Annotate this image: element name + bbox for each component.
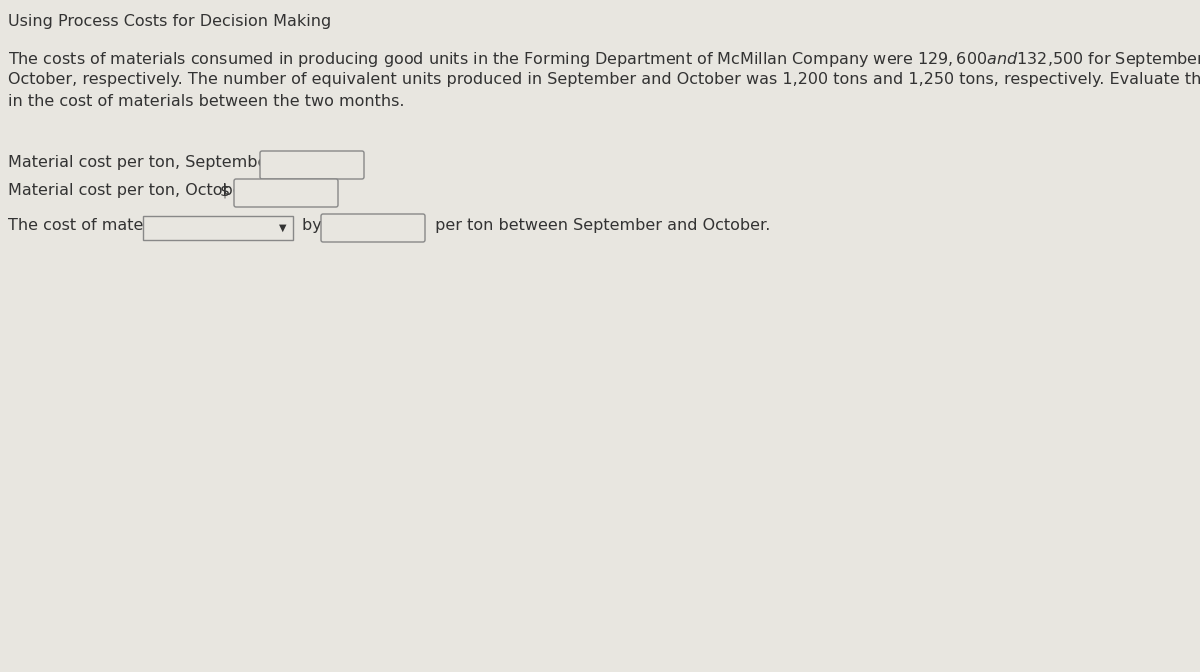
FancyBboxPatch shape bbox=[322, 214, 425, 242]
Text: in the cost of materials between the two months.: in the cost of materials between the two… bbox=[8, 94, 404, 109]
Text: The costs of materials consumed in producing good units in the Forming Departmen: The costs of materials consumed in produ… bbox=[8, 50, 1200, 69]
Text: Material cost per ton, September  $: Material cost per ton, September $ bbox=[8, 155, 295, 170]
Text: per ton between September and October.: per ton between September and October. bbox=[430, 218, 770, 233]
Text: Using Process Costs for Decision Making: Using Process Costs for Decision Making bbox=[8, 14, 331, 29]
Text: October, respectively. The number of equivalent units produced in September and : October, respectively. The number of equ… bbox=[8, 72, 1200, 87]
Text: The cost of materials: The cost of materials bbox=[8, 218, 178, 233]
FancyBboxPatch shape bbox=[234, 179, 338, 207]
Text: ▼: ▼ bbox=[280, 223, 287, 233]
Text: $: $ bbox=[220, 183, 230, 198]
Text: Material cost per ton, October: Material cost per ton, October bbox=[8, 183, 250, 198]
FancyBboxPatch shape bbox=[260, 151, 364, 179]
Text: by $: by $ bbox=[302, 218, 337, 233]
FancyBboxPatch shape bbox=[143, 216, 293, 240]
